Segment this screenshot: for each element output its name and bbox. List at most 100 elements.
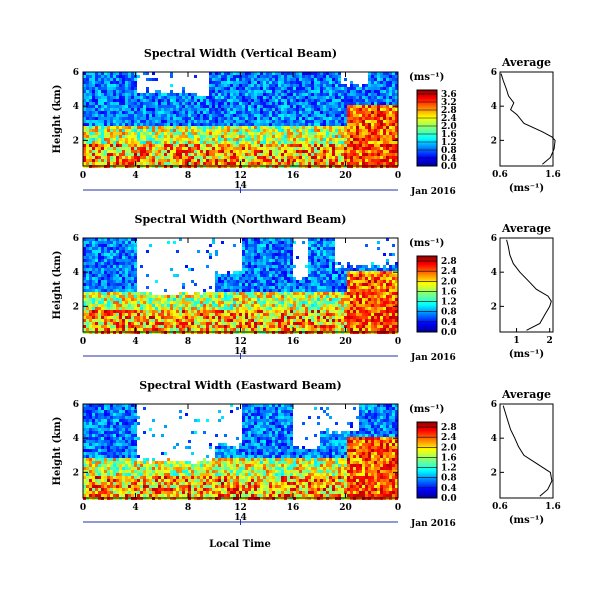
x-tick-label: 8 — [185, 337, 191, 347]
colorbar-tick-label: 2.4 — [441, 114, 457, 124]
average-x-tick-label: 1.6 — [545, 170, 561, 180]
average-profile-line — [506, 239, 552, 331]
colorbar-gradient — [416, 421, 438, 499]
colorbar-tick-label: 1.6 — [441, 453, 457, 463]
average-y-tick-label: 4 — [491, 268, 497, 278]
x-tick-label: 0 — [80, 171, 86, 181]
colorbar-tick-label: 3.2 — [441, 98, 457, 108]
average-x-tick-label: 1.6 — [545, 502, 561, 512]
average-y-tick-label: 6 — [491, 400, 497, 410]
chart-title: Spectral Width (Eastward Beam) — [139, 379, 341, 392]
colorbar-tick-label: 0.8 — [441, 308, 457, 318]
x-tick-label: 20 — [339, 337, 352, 347]
x-tick-label: 4 — [132, 171, 138, 181]
date-marker: 14 — [234, 347, 247, 357]
panel-2: Spectral Width (Eastward Beam)0 4 8 12 16 20 0… — [52, 379, 561, 529]
x-tick-label: 0 — [395, 337, 401, 347]
colorbar: (ms⁻¹) 0.00.40.81.21.62.02.42.8 — [409, 238, 457, 338]
average-y-tick-label: 4 — [491, 434, 497, 444]
average-y-tick-label: 2 — [491, 468, 497, 478]
colorbar-tick-label: 0.8 — [441, 474, 457, 484]
colorbar-gradient — [416, 89, 438, 167]
x-tick-label: 0 — [395, 503, 401, 513]
average-x-label: (ms⁻¹) — [509, 183, 544, 194]
y-tick-label: 6 — [73, 400, 79, 410]
x-tick-label: 12 — [234, 171, 247, 181]
colorbar-tick-label: 2.0 — [441, 443, 457, 453]
colorbar-tick-label: 0.8 — [441, 146, 457, 156]
average-title: Average — [501, 56, 551, 69]
colorbar-unit: (ms⁻¹) — [409, 238, 444, 249]
colorbar-tick-label: 2.8 — [441, 423, 457, 433]
colorbar-tick-label: 0.0 — [441, 328, 457, 338]
x-tick-label: 0 — [80, 337, 86, 347]
colorbar-tick-label: 2.0 — [441, 122, 457, 132]
average-frame — [499, 237, 554, 333]
date-marker: 14 — [234, 181, 247, 191]
average-x-tick-label: 2 — [547, 336, 553, 346]
colorbar-tick-label: 1.2 — [441, 138, 457, 148]
colorbar-tick-label: 1.2 — [441, 464, 457, 474]
colorbar-tick-label: 0.4 — [441, 154, 457, 164]
colorbar-tick-label: 2.8 — [441, 106, 457, 116]
average-x-label: (ms⁻¹) — [509, 349, 544, 360]
x-tick-label: 20 — [339, 503, 352, 513]
y-axis-label: Height (km) — [52, 85, 63, 154]
y-tick-label: 2 — [73, 136, 79, 146]
colorbar-tick-label: 0.0 — [441, 494, 457, 504]
heatmap-cells — [83, 404, 398, 500]
date-label: Jan 2016 — [410, 187, 456, 197]
average-title: Average — [501, 388, 551, 401]
x-tick-label: 8 — [185, 171, 191, 181]
colorbar-tick-label: 1.6 — [441, 287, 457, 297]
panel-1: Spectral Width (Northward Beam)0 4 8 12 16 20… — [52, 213, 554, 363]
average-frame — [499, 71, 554, 167]
average-y-tick-label: 6 — [491, 234, 497, 244]
average-profile-line — [502, 405, 553, 497]
colorbar-tick-label: 0.4 — [441, 318, 457, 328]
x-tick-label: 12 — [234, 503, 247, 513]
x-tick-label: 16 — [287, 337, 300, 347]
colorbar-tick-label: 3.6 — [441, 90, 457, 100]
colorbar-gradient — [416, 255, 438, 333]
colorbar: (ms⁻¹) 0.00.40.81.21.62.02.42.83.23.6 — [409, 72, 457, 172]
x-tick-label: 16 — [287, 503, 300, 513]
x-tick-label: 0 — [80, 503, 86, 513]
x-axis-label: Local Time — [209, 539, 271, 550]
colorbar-tick-label: 2.4 — [441, 433, 457, 443]
colorbar-tick-label: 2.8 — [441, 257, 457, 267]
date-label: Jan 2016 — [410, 353, 456, 363]
x-tick-label: 16 — [287, 171, 300, 181]
heatmap-cells — [83, 238, 398, 334]
x-tick-label: 20 — [339, 171, 352, 181]
y-tick-label: 4 — [73, 268, 79, 278]
colorbar-tick-label: 2.0 — [441, 277, 457, 287]
colorbar-tick-label: 0.4 — [441, 484, 457, 494]
average-frame — [499, 403, 554, 499]
colorbar-tick-label: 1.6 — [441, 130, 457, 140]
heatmap-cells — [83, 72, 398, 168]
y-axis-label: Height (km) — [52, 251, 63, 320]
y-tick-label: 2 — [73, 302, 79, 312]
date-label: Jan 2016 — [410, 519, 456, 529]
chart-title: Spectral Width (Vertical Beam) — [144, 47, 337, 60]
x-tick-label: 0 — [395, 171, 401, 181]
date-marker: 14 — [234, 513, 247, 523]
average-x-label: (ms⁻¹) — [509, 515, 544, 526]
colorbar-tick-label: 2.4 — [441, 267, 457, 277]
colorbar-tick-label: 0.0 — [441, 162, 457, 172]
average-panel: Average 2 4 6 0.6 1.6(ms⁻¹) — [491, 56, 561, 194]
average-panel: Average 2 4 6 0.6 1.6(ms⁻¹) — [491, 388, 561, 526]
average-x-tick-label: 0.6 — [492, 170, 508, 180]
average-y-tick-label: 6 — [491, 68, 497, 78]
y-tick-label: 6 — [73, 68, 79, 78]
colorbar: (ms⁻¹) 0.00.40.81.21.62.02.42.8 — [409, 404, 457, 504]
chart-title: Spectral Width (Northward Beam) — [135, 213, 347, 226]
average-title: Average — [501, 222, 551, 235]
average-profile-line — [500, 73, 556, 165]
x-tick-label: 4 — [132, 503, 138, 513]
panels: Spectral Width (Vertical Beam)0 4 8 12 16 20 0… — [52, 47, 561, 529]
colorbar-tick-label: 1.2 — [441, 298, 457, 308]
average-y-tick-label: 4 — [491, 102, 497, 112]
